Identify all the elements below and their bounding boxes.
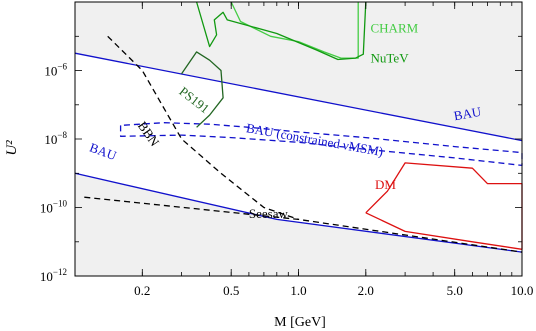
series-nutev-6 xyxy=(195,1,367,61)
x-tick-label: 0.5 xyxy=(223,283,239,298)
tick-layer: 0.2 0.5 1.0 2.0 5.0 10.0 10−12 10−10 10−8 10−6 xyxy=(40,1,534,298)
series-ps191-7 xyxy=(181,51,224,128)
y-axis-label: U² xyxy=(4,140,20,156)
y-tick-label: 10−12 xyxy=(40,267,67,284)
curve-label-bau: BAU xyxy=(453,104,483,124)
allowed-region xyxy=(75,53,522,253)
x-tick-label: 2.0 xyxy=(358,283,374,298)
curve-label-seesaw: Seesaw xyxy=(249,206,289,221)
y-tick-label: 10−8 xyxy=(44,130,67,147)
curve-label-nutev: NuTeV xyxy=(371,51,410,66)
x-tick-label: 5.0 xyxy=(447,283,463,298)
series-seesaw-4 xyxy=(84,196,523,253)
y-tick-label: 10−10 xyxy=(40,199,68,216)
series-dm-8 xyxy=(365,162,523,250)
curve-label-dm: DM xyxy=(375,177,396,192)
y-tick-label: 10−6 xyxy=(44,62,67,79)
series-bau-1 xyxy=(74,172,523,253)
series-bbn-3 xyxy=(107,35,299,221)
curve-label-charm: CHARM xyxy=(371,20,419,35)
x-axis-label: M [GeV] xyxy=(274,315,326,330)
x-tick-label: 1.0 xyxy=(290,283,306,298)
x-tick-label: 0.2 xyxy=(134,283,150,298)
x-tick-label: 10.0 xyxy=(511,283,534,298)
series-bau-0 xyxy=(74,52,523,142)
